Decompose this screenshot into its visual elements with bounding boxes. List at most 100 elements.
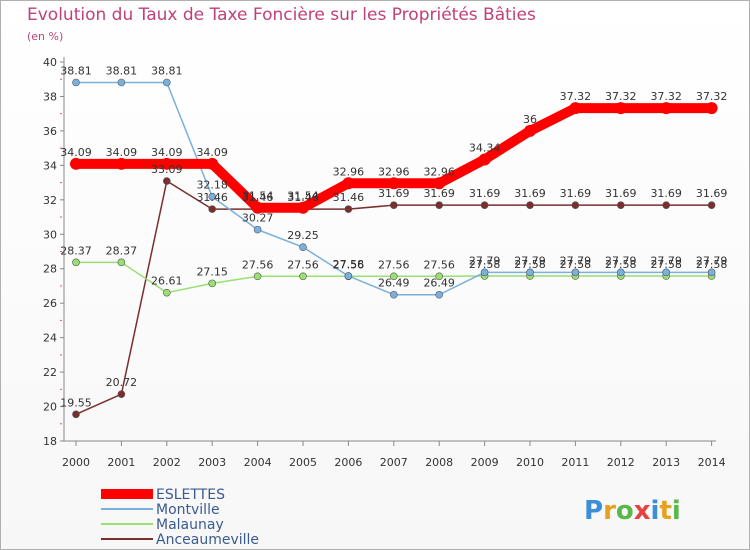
- data-label: 27.58: [560, 258, 592, 271]
- x-tick-label: 2001: [107, 456, 135, 469]
- y-tick-label: 36: [43, 125, 57, 138]
- data-point: [117, 258, 126, 267]
- y-tick-label: 34: [43, 159, 57, 172]
- data-point: [206, 157, 219, 170]
- data-point: [117, 78, 126, 87]
- data-point: [208, 205, 216, 213]
- legend-label-anceaumeville: Anceaumeville: [156, 532, 259, 548]
- data-point: [616, 201, 625, 209]
- legend-label-malaunay: Malaunay: [156, 517, 224, 533]
- data-point: [705, 102, 718, 115]
- y-tick-label: 22: [43, 366, 57, 379]
- data-label: 28.37: [60, 244, 92, 257]
- data-label: 32.18: [196, 179, 228, 192]
- data-point: [662, 201, 671, 209]
- data-point: [163, 288, 171, 297]
- data-point: [616, 268, 625, 277]
- data-label: 34.09: [106, 146, 138, 159]
- y-tick-label: 20: [43, 401, 57, 414]
- data-label: 27.79: [514, 254, 546, 267]
- data-label: 31.69: [560, 187, 592, 200]
- data-point: [342, 177, 355, 190]
- data-point: [72, 78, 80, 87]
- data-label: 31.69: [696, 187, 728, 200]
- y-tick-label: 32: [43, 194, 57, 207]
- data-point: [72, 258, 80, 267]
- data-point: [251, 201, 264, 214]
- data-label: 27.56: [333, 258, 365, 271]
- data-point: [569, 102, 582, 115]
- data-label: 27.79: [469, 254, 501, 267]
- data-point: [389, 272, 398, 281]
- data-label: 27.58: [469, 258, 501, 271]
- data-label: 27.79: [560, 254, 592, 267]
- data-point: [299, 272, 307, 281]
- data-point: [614, 102, 627, 115]
- data-point: [163, 78, 171, 87]
- data-point: [208, 192, 216, 201]
- y-tick-label: 28: [43, 263, 57, 276]
- x-tick-label: 2014: [698, 456, 726, 469]
- data-label: 27.56: [378, 258, 410, 271]
- data-point: [526, 268, 534, 277]
- x-tick-label: 2013: [652, 456, 680, 469]
- data-label: 27.58: [650, 258, 682, 271]
- data-point: [344, 205, 353, 213]
- data-label: 27.79: [605, 254, 637, 267]
- data-label: 27.56: [287, 258, 319, 271]
- data-label: 38.81: [106, 65, 138, 78]
- data-point: [478, 153, 491, 166]
- data-label: 34.09: [196, 146, 228, 159]
- data-label: 31.69: [469, 187, 501, 200]
- data-label: 27.58: [333, 258, 365, 271]
- data-label: 31.46: [242, 191, 274, 204]
- data-label: 31.54: [287, 190, 319, 203]
- data-label: 26.49: [423, 277, 455, 290]
- x-tick-label: 2011: [561, 456, 589, 469]
- x-tick-label: 2003: [198, 456, 226, 469]
- data-point: [707, 201, 716, 209]
- y-tick-label: 30: [43, 228, 57, 241]
- data-label: 32.96: [378, 165, 410, 178]
- data-point: [160, 157, 173, 170]
- data-label: 26.49: [378, 277, 410, 290]
- y-tick-label: 18: [43, 435, 57, 448]
- data-point: [297, 201, 309, 214]
- y-tick-label: 24: [43, 332, 57, 345]
- x-tick-label: 2006: [334, 456, 362, 469]
- data-label: 32.96: [423, 165, 455, 178]
- data-point: [480, 201, 489, 209]
- data-point: [662, 268, 671, 277]
- data-label: 27.58: [514, 258, 546, 271]
- data-point: [117, 390, 126, 398]
- x-tick-label: 2005: [289, 456, 317, 469]
- data-point: [253, 225, 262, 234]
- data-label: 31.69: [423, 187, 455, 200]
- data-point: [571, 268, 580, 277]
- data-point: [389, 201, 398, 209]
- data-point: [344, 272, 353, 280]
- x-tick-label: 2000: [62, 456, 90, 469]
- data-label: 29.25: [287, 229, 319, 242]
- data-label: 31.69: [650, 187, 682, 200]
- data-point: [433, 177, 446, 190]
- data-point: [435, 272, 444, 281]
- data-point: [435, 290, 444, 299]
- data-point: [526, 201, 534, 209]
- data-label: 34.09: [151, 146, 183, 159]
- data-label: 31.69: [378, 187, 410, 200]
- x-tick-label: 2010: [516, 456, 544, 469]
- data-label: 26.61: [151, 275, 183, 288]
- data-label: 34.09: [60, 146, 92, 159]
- data-label: 28.37: [106, 244, 138, 257]
- data-point: [299, 243, 307, 251]
- data-label: 31.69: [514, 187, 546, 200]
- data-label: 37.32: [605, 90, 637, 103]
- data-label: 38.81: [60, 65, 92, 78]
- data-label: 37.32: [696, 90, 728, 103]
- x-tick-label: 2007: [380, 456, 408, 469]
- data-label: 27.58: [696, 258, 728, 271]
- data-label: 33.09: [151, 163, 183, 176]
- x-tick-label: 2004: [244, 456, 272, 469]
- data-label: 37.32: [560, 90, 592, 103]
